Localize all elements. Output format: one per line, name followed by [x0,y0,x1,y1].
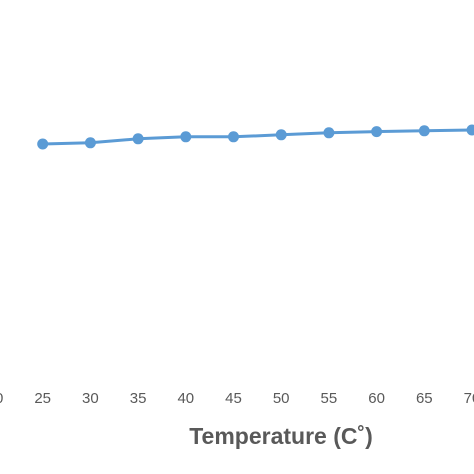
data-point [228,131,239,143]
data-point [132,133,144,145]
series-line [42,128,473,146]
series-layer [37,124,474,150]
data-point [323,127,335,139]
x-tick-label: 55 [321,390,338,407]
data-point [371,126,383,138]
x-tick-label: 30 [82,390,99,407]
x-tick-label: 60 [368,390,385,407]
x-tick-label: 40 [177,390,194,407]
data-point [466,124,474,136]
x-tick-label: 35 [130,390,147,407]
data-point [37,138,49,150]
data-point [418,125,430,137]
x-tick-label: 20 [0,390,3,407]
x-tick-label: 45 [225,390,242,407]
x-tick-label: 70 [464,390,474,407]
data-point [275,129,287,141]
data-point [180,131,192,143]
x-tick-label: 25 [34,390,51,407]
data-point [84,137,96,149]
x-tick-label: 65 [416,390,433,407]
x-tick-labels: 20 25 30 35 40 45 50 55 60 65 70 [0,390,474,407]
x-axis-title: Temperature (C˚) [189,423,373,449]
x-tick-label: 50 [273,390,290,407]
